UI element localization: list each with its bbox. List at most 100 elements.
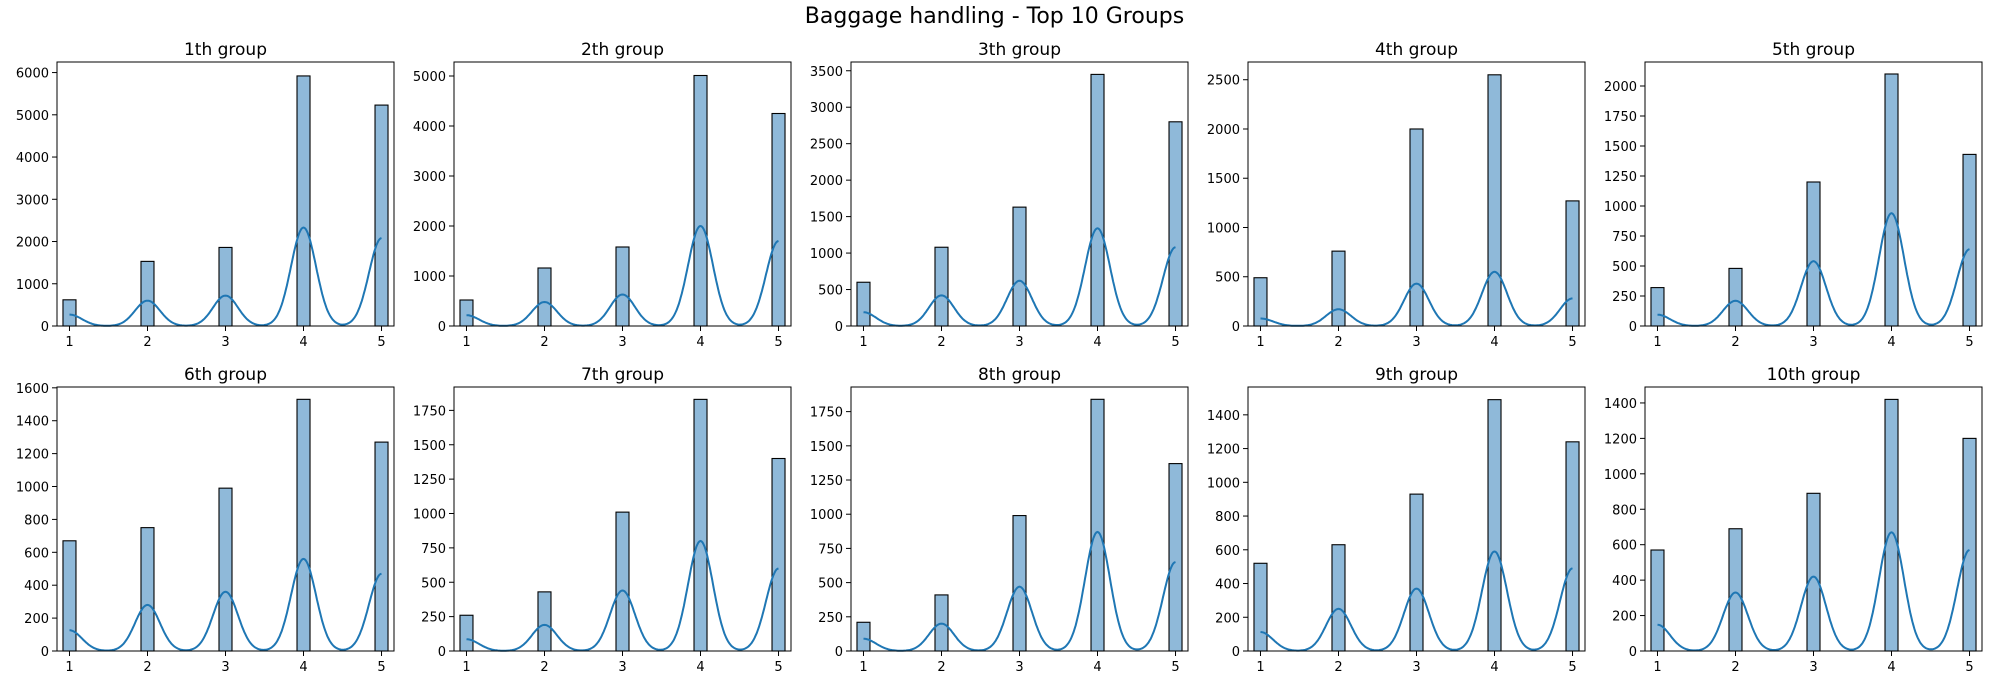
y-tick-label: 1400	[16, 415, 49, 430]
y-tick-label: 1400	[1604, 397, 1637, 412]
x-tick-label: 3	[1809, 660, 1817, 675]
x-tick-label: 1	[1653, 660, 1661, 675]
y-tick-label: 1500	[810, 440, 843, 455]
subplot-title: 8th group	[978, 365, 1061, 385]
subplot-title: 7th group	[581, 365, 664, 385]
y-tick-label: 1250	[810, 474, 843, 489]
y-tick-label: 1000	[1207, 476, 1240, 491]
subplot-title: 10th group	[1767, 365, 1861, 385]
y-tick-label: 500	[421, 576, 446, 591]
histogram-bar	[615, 246, 630, 327]
x-tick-label: 1	[1256, 660, 1264, 675]
subplot-title: 9th group	[1375, 365, 1458, 385]
kde-curve	[1260, 550, 1573, 652]
x-tick-label: 4	[1887, 335, 1895, 350]
y-tick-label: 0	[1629, 645, 1637, 660]
x-tick-label: 4	[1490, 660, 1498, 675]
histogram-bar	[1962, 437, 1977, 652]
x-tick-label: 3	[1015, 660, 1023, 675]
y-tick-label: 1000	[16, 481, 49, 496]
x-tick-label: 4	[299, 660, 307, 675]
x-tick-label: 3	[221, 335, 229, 350]
y-tick-label: 400	[24, 579, 49, 594]
x-tick-label: 2	[1731, 335, 1739, 350]
histogram-bar	[1331, 544, 1346, 652]
histogram-bar	[1884, 73, 1899, 327]
x-tick-label: 5	[1171, 335, 1179, 350]
histogram-bar	[693, 398, 708, 652]
y-tick-label: 200	[1215, 611, 1240, 626]
histogram-bar	[296, 75, 311, 327]
y-tick-label: 0	[41, 645, 49, 660]
histogram-bar	[1331, 250, 1346, 327]
x-tick-label: 2	[540, 660, 548, 675]
x-tick-label: 5	[1965, 660, 1973, 675]
y-tick-label: 2500	[810, 138, 843, 153]
y-tick-label: 1750	[1604, 110, 1637, 125]
x-tick-label: 2	[143, 335, 151, 350]
histogram-bar	[1090, 73, 1105, 327]
y-tick-label: 1750	[810, 406, 843, 421]
histogram-bar	[374, 104, 389, 327]
y-tick-label: 600	[1215, 544, 1240, 559]
y-tick-label: 1500	[1604, 140, 1637, 155]
x-tick-label: 4	[1490, 335, 1498, 350]
figure-title: Baggage handling - Top 10 Groups	[804, 4, 1185, 29]
y-tick-label: 4000	[16, 151, 49, 166]
x-tick-label: 3	[618, 660, 626, 675]
subplot-6: 6th group 0 200 400 600 800 1000 1200 1400 1600 1 2…	[16, 365, 395, 675]
histogram-bar	[771, 112, 786, 327]
y-tick-label: 250	[1612, 290, 1637, 305]
y-tick-label: 400	[1612, 574, 1637, 589]
subplot-2: 2th group 0 1000 2000 3000 4000 5000 1 2 3 4 5	[413, 40, 792, 350]
y-tick-label: 1400	[1207, 409, 1240, 424]
x-tick-label: 1	[65, 660, 73, 675]
histogram-bar	[459, 614, 474, 652]
x-tick-label: 4	[1093, 660, 1101, 675]
y-tick-label: 2000	[810, 174, 843, 189]
y-tick-label: 0	[835, 645, 843, 660]
kde-curve	[1260, 270, 1573, 327]
histogram-bar	[374, 441, 389, 652]
x-tick-label: 4	[1887, 660, 1895, 675]
subplot-title: 6th group	[184, 365, 267, 385]
y-tick-label: 2500	[1207, 74, 1240, 89]
y-tick-label: 1000	[810, 247, 843, 262]
histogram-bar	[218, 487, 233, 652]
y-tick-label: 250	[818, 611, 843, 626]
histogram-bar	[1728, 528, 1743, 652]
x-tick-label: 1	[1653, 335, 1661, 350]
y-tick-label: 5000	[413, 70, 446, 85]
x-tick-label: 1	[859, 660, 867, 675]
x-tick-label: 5	[377, 660, 385, 675]
histogram-bar	[459, 299, 474, 327]
kde-curve	[863, 530, 1176, 652]
histogram-bar	[856, 621, 871, 652]
y-tick-label: 1250	[1604, 170, 1637, 185]
x-tick-label: 4	[696, 660, 704, 675]
y-tick-label: 1200	[1604, 432, 1637, 447]
histogram-bar	[218, 246, 233, 327]
y-tick-label: 200	[24, 612, 49, 627]
y-tick-label: 5000	[16, 109, 49, 124]
subplot-title: 5th group	[1772, 40, 1855, 60]
y-tick-label: 1500	[1207, 172, 1240, 187]
histogram-bar	[615, 511, 630, 652]
x-tick-label: 2	[937, 660, 945, 675]
histogram-bar	[1806, 492, 1821, 652]
histogram-bar	[693, 74, 708, 327]
histogram-bar	[537, 267, 552, 327]
y-tick-label: 1500	[810, 211, 843, 226]
y-tick-label: 1000	[413, 270, 446, 285]
y-tick-label: 0	[1232, 645, 1240, 660]
histogram-bar	[140, 527, 155, 652]
x-tick-label: 2	[540, 335, 548, 350]
y-tick-label: 1600	[16, 382, 49, 397]
y-tick-label: 500	[818, 284, 843, 299]
histogram-bar	[1565, 441, 1580, 652]
histogram-bar	[1409, 493, 1424, 652]
y-tick-label: 0	[41, 320, 49, 335]
y-tick-label: 0	[438, 320, 446, 335]
y-tick-label: 2000	[413, 220, 446, 235]
